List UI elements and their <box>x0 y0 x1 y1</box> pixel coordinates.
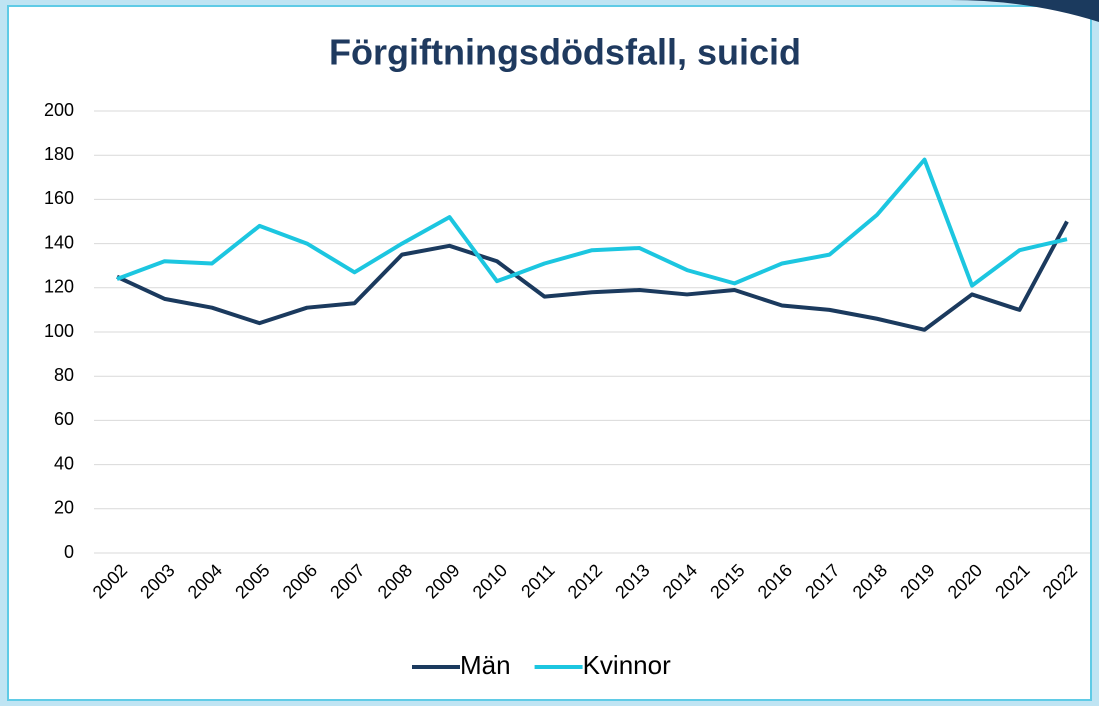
y-tick-label: 80 <box>54 365 74 385</box>
y-tick-label: 140 <box>44 232 74 252</box>
panel <box>7 5 1092 701</box>
y-tick-label: 20 <box>54 498 74 518</box>
y-tick-label: 160 <box>44 188 74 208</box>
line-series <box>116 220 1069 332</box>
legend-label: Män <box>460 650 511 680</box>
y-tick-label: 40 <box>54 453 74 473</box>
y-tick-label: 100 <box>44 321 74 341</box>
corner-decoration <box>950 0 1099 22</box>
y-tick-label: 60 <box>54 409 74 429</box>
chart-title: Förgiftningsdödsfall, suicid <box>329 32 801 73</box>
legend-label: Kvinnor <box>583 650 671 680</box>
line-series <box>116 157 1068 288</box>
y-tick-label: 180 <box>44 144 74 164</box>
y-tick-label: 0 <box>64 542 74 562</box>
y-tick-label: 200 <box>44 100 74 120</box>
y-tick-label: 120 <box>44 277 74 297</box>
